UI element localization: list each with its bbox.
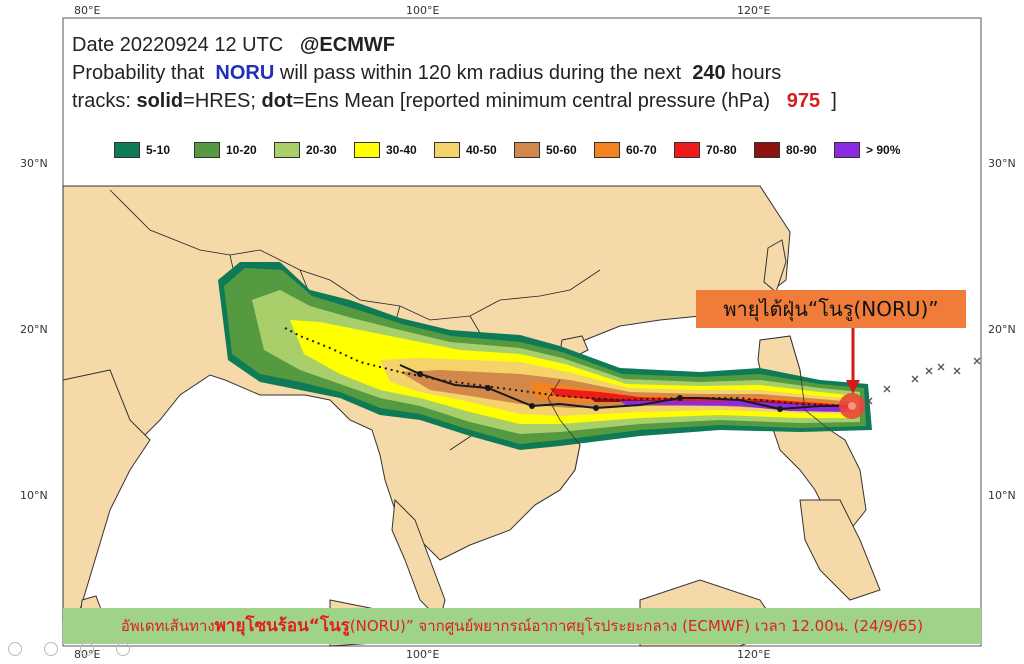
- header-tracks-line: tracks: solid=HRES; dot=Ens Mean [report…: [72, 90, 837, 113]
- share-icon[interactable]: [116, 642, 130, 656]
- top-lon-label: 120°E: [737, 4, 771, 17]
- central-pressure: 975: [786, 90, 821, 112]
- legend-label: 80-90: [786, 143, 817, 157]
- left-lat-label: 10°N: [20, 489, 48, 502]
- forecast-header: Date 20220924 12 UTC @ECMWF Probability …: [64, 32, 980, 184]
- left-lat-label: 30°N: [20, 157, 48, 170]
- solid-desc: =HRES;: [183, 90, 256, 112]
- banner-text-2: (NORU)” จากศูนย์พยากรณ์อากาศยุโรประยะกลา…: [349, 617, 924, 635]
- bottom-lon-label: 120°E: [737, 648, 771, 661]
- probability-text: Probability that: [72, 62, 205, 84]
- edit-icon[interactable]: [8, 642, 22, 656]
- legend-swatch: [834, 142, 860, 158]
- dot-desc: =Ens Mean [reported minimum central pres…: [292, 90, 771, 112]
- header-date-line: Date 20220924 12 UTC @ECMWF: [72, 34, 395, 57]
- legend-swatch: [594, 142, 620, 158]
- legend-label: 70-80: [706, 143, 737, 157]
- legend-label: 20-30: [306, 143, 337, 157]
- right-lat-label: 10°N: [988, 489, 1016, 502]
- legend-label: 5-10: [146, 143, 171, 157]
- solid-label: solid: [136, 90, 184, 112]
- legend-label: 30-40: [386, 143, 417, 157]
- legend-label: 40-50: [466, 143, 497, 157]
- top-lon-label: 100°E: [406, 4, 440, 17]
- legend-label: 50-60: [546, 143, 577, 157]
- banner-storm-name: พายุโซนร้อน“โนรู: [214, 616, 350, 636]
- legend-swatch: [434, 142, 460, 158]
- probability-text: hours: [731, 62, 782, 84]
- storm-name: NORU: [215, 62, 275, 84]
- forecast-hours: 240: [692, 62, 726, 84]
- legend-swatch: [274, 142, 300, 158]
- callout-arrow-head: [846, 380, 860, 394]
- hres-track: [399, 364, 852, 411]
- ensemble-mean-track: [284, 327, 853, 407]
- viewer-toolbar: [4, 640, 164, 662]
- band-80-90: [590, 398, 848, 409]
- banner-text-1: อัพเดทเส้นทาง: [120, 617, 215, 635]
- left-lat-label: 20°N: [20, 323, 48, 336]
- update-banner: อัพเดทเส้นทางพายุโซนร้อน“โนรู(NORU)” จาก…: [63, 608, 981, 644]
- legend-swatch: [114, 142, 140, 158]
- forecast-date: Date 20220924 12 UTC: [72, 34, 284, 56]
- bracket-close: ]: [831, 90, 837, 112]
- bottom-lon-label: 100°E: [406, 648, 440, 661]
- legend-swatch: [674, 142, 700, 158]
- header-probability-line: Probability that NORU will pass within 1…: [72, 62, 781, 85]
- legend-label: > 90%: [866, 143, 901, 157]
- current-position-core: [848, 402, 856, 410]
- source-org: @ECMWF: [299, 34, 395, 56]
- philippines-south: [799, 499, 881, 601]
- legend-swatch: [514, 142, 540, 158]
- zoom-icon[interactable]: [80, 642, 94, 656]
- storm-callout: พายุไต้ฝุ่น“โนรู(NORU)”: [696, 290, 966, 328]
- rotate-icon[interactable]: [44, 642, 58, 656]
- coastline-overlay: [534, 335, 831, 506]
- legend-swatch: [354, 142, 380, 158]
- legend-swatch: [194, 142, 220, 158]
- legend-label: 60-70: [626, 143, 657, 157]
- legend-label: 10-20: [226, 143, 257, 157]
- dot-label: dot: [261, 90, 293, 112]
- tracks-label: tracks:: [72, 90, 131, 112]
- top-lon-label: 80°E: [74, 4, 101, 17]
- legend-swatch: [754, 142, 780, 158]
- right-lat-label: 30°N: [988, 157, 1016, 170]
- taiwan: [763, 239, 787, 293]
- observed-track-marks: [865, 357, 981, 405]
- probability-text: will pass within 120 km radius during th…: [279, 62, 682, 84]
- right-lat-label: 20°N: [988, 323, 1016, 336]
